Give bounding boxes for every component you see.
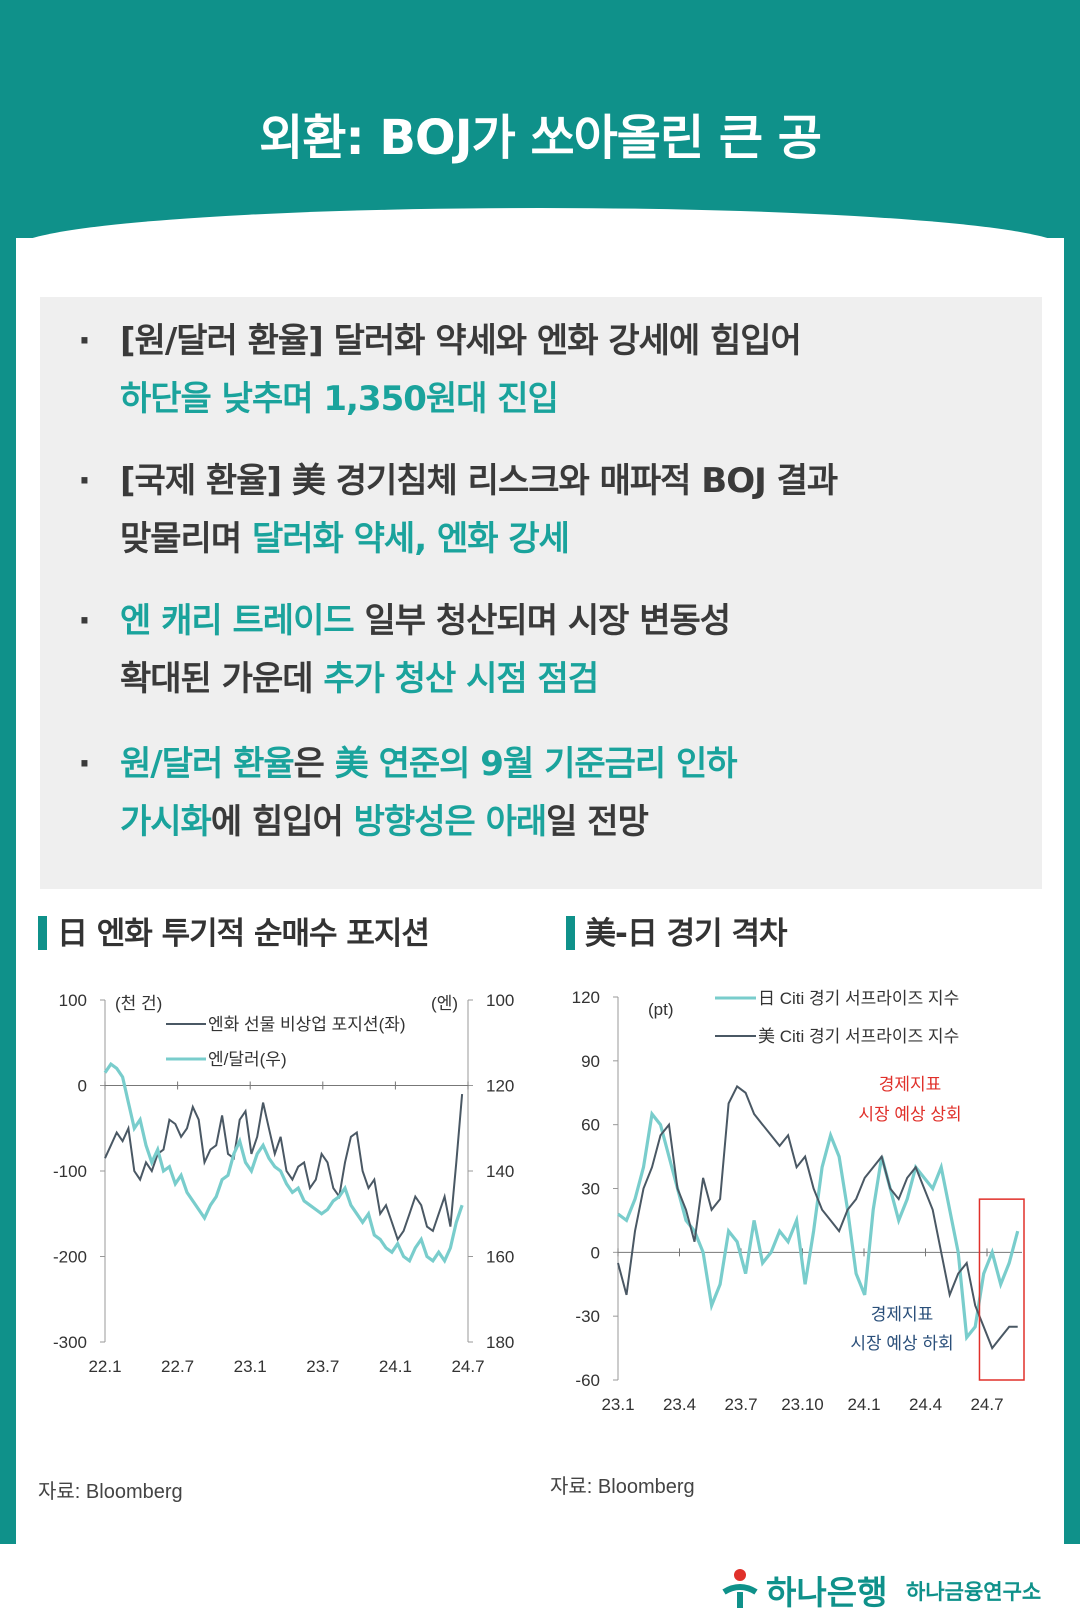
title-bar-icon — [38, 916, 47, 950]
y-tick-label: -30 — [575, 1307, 600, 1326]
x-tick-label: 24.1 — [379, 1357, 412, 1376]
footer-institute: 하나금융연구소 — [906, 1580, 1042, 1604]
y-left-tick-label: -200 — [53, 1248, 87, 1267]
y-right-tick-label: 140 — [486, 1162, 514, 1181]
summary-text-segment: 에 힘입어 — [210, 802, 354, 842]
annotation-upper-1: 경제지표 — [879, 1075, 942, 1094]
legend-label: 日 Citi 경기 서프라이즈 지수 — [758, 989, 959, 1008]
summary-text-segment: 확대된 가운데 — [120, 659, 324, 699]
summary-line: [국제 환율] 美 경기침체 리스크와 매파적 BOJ 결과 — [78, 452, 838, 510]
summary-text-segment: 원/달러 환율 — [120, 744, 295, 784]
summary-box — [40, 297, 1042, 889]
bullet-dot-icon: · — [78, 601, 91, 641]
annotation-lower-2: 시장 예상 하회 — [850, 1334, 953, 1353]
y-left-tick-label: 100 — [59, 991, 87, 1010]
summary-line: 맞물리며 달러화 약세, 엔화 강세 — [78, 510, 837, 568]
y-right-tick-label: 160 — [486, 1248, 514, 1267]
summary-text-segment: 美 연준의 9월 기준금리 인하 — [334, 744, 738, 784]
y-tick-label: -60 — [575, 1371, 600, 1390]
hana-logo-icon — [722, 1569, 758, 1608]
summary-line: 확대된 가운데 추가 청산 시점 점검 — [78, 650, 730, 708]
y-left-tick-label: 0 — [78, 1077, 87, 1096]
x-tick-label: 23.1 — [601, 1395, 634, 1414]
x-tick-label: 24.4 — [909, 1395, 942, 1414]
x-tick-label: 23.10 — [781, 1395, 824, 1414]
y-right-tick-label: 100 — [486, 991, 514, 1010]
summary-bullet-3: · 엔 캐리 트레이드 일부 청산되며 시장 변동성 확대된 가운데 추가 청산 시… — [78, 592, 731, 708]
legend-label: 美 Citi 경기 서프라이즈 지수 — [758, 1027, 959, 1046]
x-tick-label: 22.7 — [161, 1357, 194, 1376]
x-tick-label: 24.7 — [970, 1395, 1003, 1414]
bullet-dot-icon: · — [78, 744, 91, 784]
summary-text-segment: 일 전망 — [546, 802, 649, 842]
series-line-right — [103, 1061, 464, 1265]
bullet-dot-icon: · — [78, 461, 91, 501]
series-line-us — [617, 1084, 1018, 1351]
summary-text-segment: 맞물리며 — [120, 519, 252, 559]
source-note-2: 자료: Bloomberg — [550, 1476, 695, 1498]
summary-text-segment: 하단을 낮추며 1,350원대 진입 — [120, 379, 559, 419]
header-band — [0, 0, 1080, 240]
x-tick-label: 24.1 — [847, 1395, 880, 1414]
y-left-tick-label: -300 — [53, 1333, 87, 1352]
y-left-tick-label: -100 — [53, 1162, 87, 1181]
x-tick-label: 22.1 — [88, 1357, 121, 1376]
left-unit-label: (천 건) — [115, 994, 162, 1013]
bullet-dot-icon: · — [78, 321, 91, 361]
summary-text-segment: [원/달러 환율] 달러화 약세와 엔화 강세에 힘입어 — [120, 321, 802, 361]
highlight-box — [978, 1198, 1025, 1381]
y-tick-label: 0 — [591, 1243, 600, 1262]
summary-line: 가시화에 힘입어 방향성은 아래일 전망 — [78, 793, 737, 851]
summary-text-segment: 방향성은 아래 — [353, 802, 548, 842]
footer-brand: 하나은행 — [766, 1573, 888, 1612]
series-line-japan — [617, 1110, 1020, 1342]
summary-bullet-4: · 원/달러 환율은 美 연준의 9월 기준금리 인하 가시화에 힘입어 방향성은 … — [78, 735, 738, 851]
annotation-upper-2: 시장 예상 상회 — [858, 1105, 961, 1124]
y-tick-label: 30 — [581, 1180, 600, 1199]
series-line-left — [104, 1094, 464, 1242]
summary-text-segment: 엔 캐리 트레이드 — [120, 601, 355, 641]
legend-label: 엔/달러(우) — [208, 1050, 287, 1069]
chart-yen-position: 100 0 -100 -200 -300 100 120 140 160 180 22.1 22.7 2… — [53, 991, 514, 1376]
y-tick-label: 90 — [581, 1052, 600, 1071]
summary-line: [원/달러 환율] 달러화 약세와 엔화 강세에 힘입어 — [78, 312, 802, 370]
y-right-tick-label: 180 — [486, 1333, 514, 1352]
chart1-title: 日 엔화 투기적 순매수 포지션 — [38, 908, 430, 953]
y-tick-label: 120 — [572, 988, 600, 1007]
summary-text-segment: [국제 환율] 美 경기침체 리스크와 매파적 BOJ 결과 — [120, 461, 838, 501]
summary-text-segment: 가시화 — [120, 802, 212, 842]
summary-text-segment: 달러화 약세, 엔화 강세 — [251, 519, 570, 559]
x-tick-label: 23.4 — [663, 1395, 696, 1414]
summary-text-segment: 일부 청산되며 시장 변동성 — [353, 601, 731, 641]
legend-label: 엔화 선물 비상업 포지션(좌) — [208, 1015, 406, 1034]
page-title: 외환: BOJ가 쏘아올린 큰 공 — [259, 110, 822, 166]
source-note-1: 자료: Bloomberg — [38, 1481, 183, 1503]
x-tick-label: 24.7 — [451, 1357, 484, 1376]
summary-line: 원/달러 환율은 美 연준의 9월 기준금리 인하 — [78, 735, 738, 793]
title-bar-icon — [566, 916, 575, 950]
summary-line: 하단을 낮추며 1,350원대 진입 — [78, 370, 801, 428]
chart2-title: 美-日 경기 격차 — [566, 908, 788, 953]
x-tick-label: 23.7 — [306, 1357, 339, 1376]
x-tick-label: 23.1 — [234, 1357, 267, 1376]
summary-text-segment: 추가 청산 시점 점검 — [323, 659, 599, 699]
summary-line: 엔 캐리 트레이드 일부 청산되며 시장 변동성 — [78, 592, 731, 650]
right-unit-label: (엔) — [431, 994, 458, 1013]
annotation-lower-1: 경제지표 — [871, 1305, 934, 1324]
x-tick-label: 23.7 — [724, 1395, 757, 1414]
unit-label: (pt) — [648, 1000, 674, 1019]
summary-text-segment: 은 — [293, 744, 335, 784]
y-tick-label: 60 — [581, 1116, 600, 1135]
footer — [0, 1544, 1080, 1619]
y-right-tick-label: 120 — [486, 1077, 514, 1096]
